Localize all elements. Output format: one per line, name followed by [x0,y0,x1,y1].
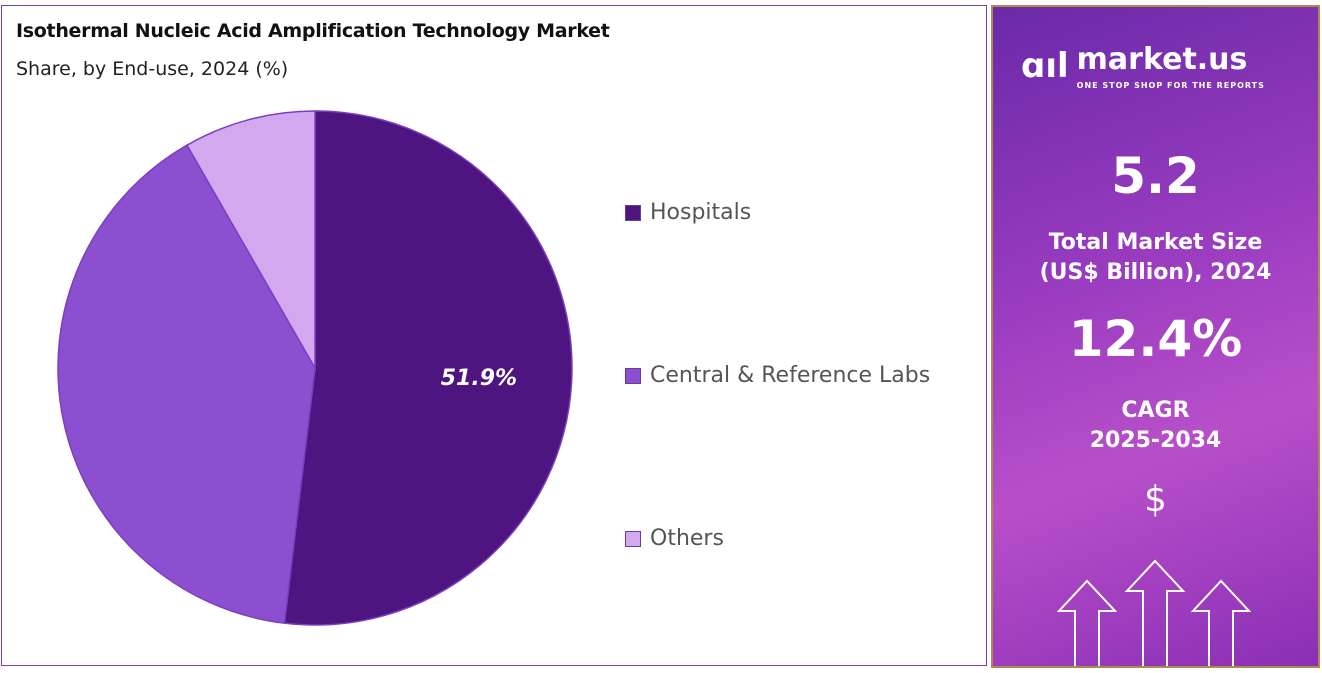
legend-item-others: Others [625,526,724,551]
cagr-label: CAGR [1121,398,1190,423]
data-label: 51.9% [441,366,517,391]
arrow-up-icon [1057,579,1117,666]
pie-chart: 51.9% [57,110,573,626]
market-size-label: Total Market Size [1048,230,1263,255]
logo-text: market.us [1076,42,1248,77]
chart-subtitle: Share, by End-use, 2024 (%) [16,58,289,80]
market-size-value: 5.2 [1111,147,1200,205]
legend-label: Others [650,526,724,551]
legend-item-hospitals: Hospitals [625,200,751,225]
logo-icon: ɑıl [1021,46,1069,86]
legend-label: Hospitals [650,200,752,225]
legend-swatch [625,204,641,221]
logo: ɑıl market.us ONE STOP SHOP FOR THE REPO… [1021,41,1265,91]
chart-panel [1,5,987,666]
legend-swatch [625,367,641,384]
legend-swatch [625,530,641,547]
arrow-up-icon [1125,559,1185,666]
arrow-up-icon [1191,579,1251,666]
cagr-value: 12.4% [1068,310,1243,368]
summary-panel: ɑıl market.us ONE STOP SHOP FOR THE REPO… [991,5,1320,668]
chart-title: Isothermal Nucleic Acid Amplification Te… [16,20,610,42]
legend-label: Central & Reference Labs [650,363,931,388]
legend-item-central-reference-labs: Central & Reference Labs [625,363,930,388]
pie-slice-others [185,110,316,371]
market-size-unit: (US$ Billion), 2024 [1039,260,1272,285]
dollar-icon: $ [1144,479,1167,520]
logo-tagline: ONE STOP SHOP FOR THE REPORTS [1076,81,1265,90]
pie-slice-central-reference-labs [57,144,316,625]
pie-slice-hospitals [283,110,573,626]
cagr-period: 2025-2034 [1089,428,1222,453]
